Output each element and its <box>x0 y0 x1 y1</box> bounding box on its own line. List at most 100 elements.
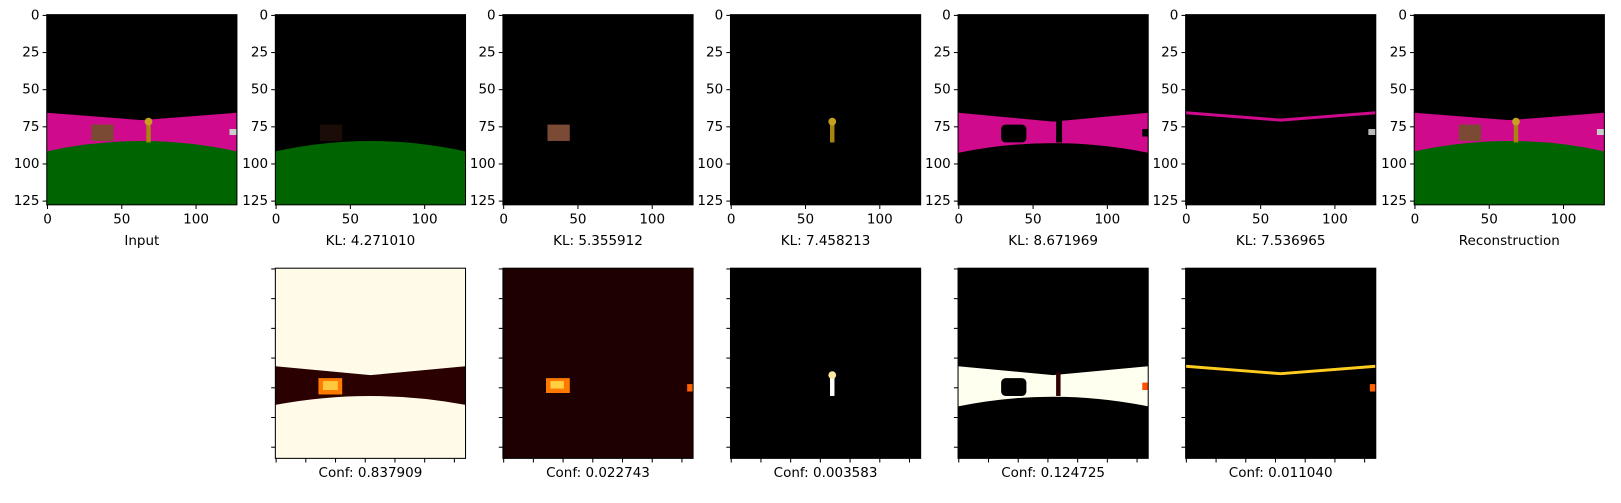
y-tick-label: 0 <box>1170 7 1179 23</box>
image <box>502 14 694 205</box>
y-tick-label: 0 <box>31 7 40 23</box>
image-region <box>730 268 921 459</box>
image-region <box>1458 124 1482 141</box>
x-tick-label: 0 <box>43 211 52 227</box>
image-region <box>1185 364 1376 376</box>
panel-label: KL: 4.271010 <box>326 233 416 249</box>
image <box>275 14 466 205</box>
y-tick-label: 125 <box>470 193 496 209</box>
y-tick-label: 100 <box>470 156 496 172</box>
axes-frame <box>1413 14 1605 206</box>
image-region <box>319 124 343 141</box>
x-tick-label: 100 <box>1094 211 1120 227</box>
x-tick-label: 100 <box>1322 211 1348 227</box>
axes-frame <box>1185 14 1377 206</box>
y-tick-label: 100 <box>1153 156 1179 172</box>
y-tick-label: 0 <box>259 7 268 23</box>
axes-frame <box>729 267 922 459</box>
image <box>1185 14 1376 205</box>
image-region <box>275 366 466 405</box>
x-tick-label: 0 <box>954 211 963 227</box>
image-region <box>1185 14 1376 205</box>
image-region <box>91 124 114 141</box>
image <box>958 268 1149 459</box>
axes-frame <box>274 267 467 459</box>
y-tick-label: 125 <box>925 193 951 209</box>
x-tick-label: 50 <box>1024 211 1041 227</box>
y-tick-label: 100 <box>697 156 723 172</box>
image-region <box>1001 378 1027 396</box>
image <box>730 14 921 205</box>
image-region <box>1001 124 1027 143</box>
x-tick-label: 50 <box>569 211 586 227</box>
image-region <box>502 14 694 205</box>
y-tick-label: 50 <box>706 82 723 98</box>
x-tick-label: 100 <box>412 211 438 227</box>
y-tick-label: 50 <box>1390 82 1407 98</box>
image-region <box>828 371 837 380</box>
image-region <box>687 384 694 392</box>
x-tick-label: 100 <box>1551 211 1577 227</box>
image-region <box>958 268 1149 459</box>
image-region <box>46 140 237 205</box>
x-tick-label: 100 <box>183 211 209 227</box>
y-tick-label: 0 <box>942 7 951 23</box>
panel-label: Conf: 0.022743 <box>546 465 650 481</box>
panel-label: KL: 8.671969 <box>1008 233 1098 249</box>
y-tick-label: 25 <box>934 45 951 61</box>
y-tick-label: 100 <box>925 156 951 172</box>
image <box>1414 14 1605 205</box>
y-tick-label: 75 <box>706 119 723 135</box>
y-tick-label: 75 <box>478 119 495 135</box>
panel-label: Conf: 0.124725 <box>1001 465 1105 481</box>
image-region <box>1056 372 1061 396</box>
axes-frame <box>1185 267 1377 459</box>
x-tick-label: 0 <box>727 211 736 227</box>
y-tick-label: 50 <box>22 82 39 98</box>
image-region <box>550 381 564 389</box>
y-tick-label: 25 <box>1390 45 1407 61</box>
axes-frame <box>46 14 238 206</box>
image-region <box>828 117 837 126</box>
x-tick-label: 50 <box>113 211 130 227</box>
axes-frame <box>502 267 694 459</box>
image-region <box>1142 382 1149 391</box>
image-region <box>958 112 1149 153</box>
y-tick-label: 50 <box>1161 82 1178 98</box>
image-region <box>144 117 153 126</box>
y-tick-label: 75 <box>934 119 951 135</box>
y-tick-label: 75 <box>22 119 39 135</box>
panel-label: Conf: 0.837909 <box>319 465 423 481</box>
image-region <box>502 268 694 459</box>
image <box>46 14 237 205</box>
image-region <box>1368 129 1376 135</box>
image-region <box>322 381 338 391</box>
y-tick-label: 0 <box>487 7 496 23</box>
image <box>730 268 921 459</box>
x-tick-label: 50 <box>1481 211 1498 227</box>
y-tick-label: 125 <box>697 193 723 209</box>
y-tick-label: 25 <box>251 45 268 61</box>
panel-label: Input <box>124 233 159 249</box>
y-tick-label: 25 <box>22 45 39 61</box>
image <box>958 14 1149 205</box>
x-tick-label: 0 <box>499 211 508 227</box>
y-tick-label: 100 <box>14 156 40 172</box>
image-region <box>1142 129 1149 137</box>
y-tick-label: 75 <box>1390 119 1407 135</box>
x-tick-label: 100 <box>639 211 665 227</box>
x-tick-label: 50 <box>1252 211 1269 227</box>
axes-frame <box>502 14 694 206</box>
image-region <box>1414 140 1605 205</box>
x-tick-label: 0 <box>1411 211 1420 227</box>
x-tick-label: 100 <box>867 211 893 227</box>
y-tick-label: 125 <box>1381 193 1407 209</box>
image-region <box>1369 384 1376 392</box>
y-tick-label: 50 <box>934 82 951 98</box>
axes-frame <box>957 14 1149 206</box>
axes-frame <box>274 14 467 206</box>
image-region <box>1056 118 1063 143</box>
image-region <box>730 14 921 205</box>
image-region <box>1185 268 1376 459</box>
